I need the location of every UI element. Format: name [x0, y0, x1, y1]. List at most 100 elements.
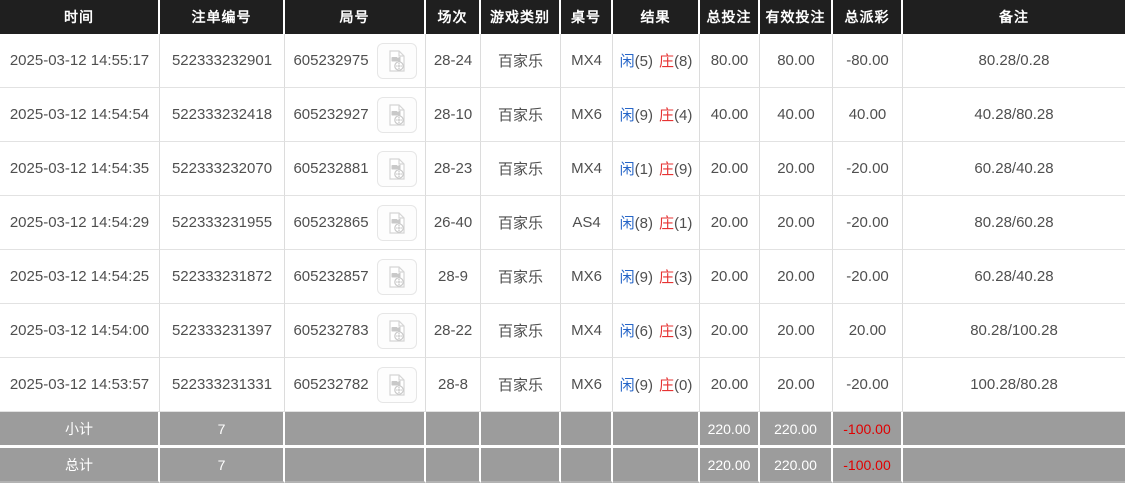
- cell-game-type: 百家乐: [481, 358, 561, 412]
- cell-valid-bet: 20.00: [760, 250, 833, 304]
- cell-result: 闲(6) 庄(3): [613, 304, 700, 358]
- total-valid-bet: 220.00: [760, 448, 833, 483]
- player-score: (5): [634, 53, 653, 70]
- banker-label: 庄: [659, 161, 675, 178]
- video-file-icon[interactable]: [376, 258, 417, 295]
- banker-label: 庄: [659, 53, 675, 70]
- video-file-icon[interactable]: [376, 150, 417, 187]
- cell-payout: 20.00: [833, 304, 903, 358]
- total-row: 总计 7 220.00 220.00 -100.00: [0, 448, 1125, 483]
- empty-cell: [613, 412, 700, 448]
- cell-total-bet: 20.00: [700, 250, 760, 304]
- cell-valid-bet: 20.00: [760, 304, 833, 358]
- player-score: (6): [634, 323, 653, 340]
- cell-result: 闲(8) 庄(1): [613, 196, 700, 250]
- video-file-icon[interactable]: [376, 96, 417, 133]
- cell-remark: 40.28/80.28: [903, 88, 1125, 142]
- cell-payout: -20.00: [833, 196, 903, 250]
- banker-score: (0): [674, 377, 693, 394]
- bet-records-table: 时间 注单编号 局号 场次 游戏类别 桌号 结果 总投注 有效投注 总派彩 备注…: [0, 0, 1125, 483]
- subtotal-payout: -100.00: [833, 412, 903, 448]
- cell-table-no: MX4: [561, 34, 613, 88]
- video-file-icon[interactable]: [376, 366, 417, 403]
- round-number: 605232783: [293, 322, 369, 339]
- cell-bet-id: 522333231397: [160, 304, 285, 358]
- col-round: 局号: [285, 0, 426, 34]
- video-file-icon[interactable]: [376, 204, 417, 241]
- cell-time: 2025-03-12 14:54:35: [0, 142, 160, 196]
- subtotal-label: 小计: [0, 412, 160, 448]
- cell-game-type: 百家乐: [481, 250, 561, 304]
- col-payout: 总派彩: [833, 0, 903, 34]
- table-row: 2025-03-12 14:53:57 522333231331 6052327…: [0, 358, 1125, 412]
- video-file-icon[interactable]: [376, 42, 417, 79]
- cell-time: 2025-03-12 14:55:17: [0, 34, 160, 88]
- round-number: 605232927: [293, 106, 369, 123]
- cell-total-bet: 20.00: [700, 142, 760, 196]
- empty-cell: [481, 412, 561, 448]
- banker-score: (9): [674, 161, 693, 178]
- round-number: 605232857: [293, 268, 369, 285]
- cell-payout: -20.00: [833, 358, 903, 412]
- cell-remark: 80.28/60.28: [903, 196, 1125, 250]
- cell-remark: 60.28/40.28: [903, 250, 1125, 304]
- player-score: (8): [634, 215, 653, 232]
- cell-session: 28-10: [426, 88, 481, 142]
- cell-time: 2025-03-12 14:54:54: [0, 88, 160, 142]
- cell-game-type: 百家乐: [481, 142, 561, 196]
- cell-result: 闲(1) 庄(9): [613, 142, 700, 196]
- col-table-no: 桌号: [561, 0, 613, 34]
- cell-round: 605232881: [285, 142, 426, 196]
- cell-time: 2025-03-12 14:53:57: [0, 358, 160, 412]
- table-row: 2025-03-12 14:54:00 522333231397 6052327…: [0, 304, 1125, 358]
- subtotal-count: 7: [160, 412, 285, 448]
- video-file-icon[interactable]: [376, 312, 417, 349]
- player-label: 闲: [619, 269, 635, 286]
- cell-valid-bet: 40.00: [760, 88, 833, 142]
- banker-score: (4): [674, 107, 693, 124]
- empty-cell: [285, 448, 426, 483]
- player-label: 闲: [619, 377, 635, 394]
- empty-cell: [613, 448, 700, 483]
- total-total-bet: 220.00: [700, 448, 760, 483]
- empty-cell: [903, 448, 1125, 483]
- empty-cell: [426, 448, 481, 483]
- subtotal-row: 小计 7 220.00 220.00 -100.00: [0, 412, 1125, 448]
- banker-label: 庄: [659, 215, 675, 232]
- cell-result: 闲(9) 庄(0): [613, 358, 700, 412]
- player-score: (9): [634, 269, 653, 286]
- cell-valid-bet: 20.00: [760, 142, 833, 196]
- col-valid-bet: 有效投注: [760, 0, 833, 34]
- player-label: 闲: [619, 215, 635, 232]
- cell-total-bet: 20.00: [700, 304, 760, 358]
- cell-bet-id: 522333232901: [160, 34, 285, 88]
- banker-score: (3): [674, 269, 693, 286]
- cell-session: 28-23: [426, 142, 481, 196]
- cell-time: 2025-03-12 14:54:29: [0, 196, 160, 250]
- player-score: (9): [634, 107, 653, 124]
- subtotal-valid-bet: 220.00: [760, 412, 833, 448]
- banker-label: 庄: [659, 377, 675, 394]
- total-label: 总计: [0, 448, 160, 483]
- header-row: 时间 注单编号 局号 场次 游戏类别 桌号 结果 总投注 有效投注 总派彩 备注: [0, 0, 1125, 34]
- banker-label: 庄: [659, 269, 675, 286]
- cell-bet-id: 522333231872: [160, 250, 285, 304]
- cell-game-type: 百家乐: [481, 196, 561, 250]
- cell-session: 26-40: [426, 196, 481, 250]
- col-remark: 备注: [903, 0, 1125, 34]
- empty-cell: [285, 412, 426, 448]
- cell-payout: 40.00: [833, 88, 903, 142]
- cell-time: 2025-03-12 14:54:00: [0, 304, 160, 358]
- cell-total-bet: 80.00: [700, 34, 760, 88]
- empty-cell: [481, 448, 561, 483]
- col-game-type: 游戏类别: [481, 0, 561, 34]
- table-row: 2025-03-12 14:55:17 522333232901 6052329…: [0, 34, 1125, 88]
- col-session: 场次: [426, 0, 481, 34]
- player-score: (1): [634, 161, 653, 178]
- cell-table-no: MX4: [561, 304, 613, 358]
- player-label: 闲: [619, 53, 635, 70]
- cell-remark: 100.28/80.28: [903, 358, 1125, 412]
- total-count: 7: [160, 448, 285, 483]
- table-summary: 小计 7 220.00 220.00 -100.00 总计 7 220.00 2…: [0, 412, 1125, 483]
- cell-round: 605232782: [285, 358, 426, 412]
